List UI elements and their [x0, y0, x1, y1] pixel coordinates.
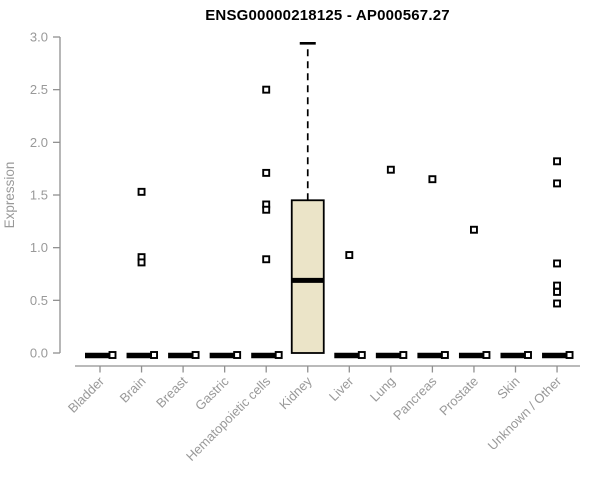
- x-tick-label: Brain: [117, 374, 149, 406]
- y-tick-label: 3.0: [30, 30, 48, 45]
- y-tick-label: 2.5: [30, 82, 48, 97]
- y-tick-label: 2.0: [30, 135, 48, 150]
- zero-outlier-point: [191, 351, 200, 359]
- x-tick-label: Breast: [153, 373, 190, 410]
- outlier-point: [553, 287, 561, 296]
- y-axis-title: Expression: [2, 162, 17, 229]
- outlier-point: [137, 258, 146, 267]
- zero-outlier-point: [565, 351, 574, 359]
- outlier-point: [553, 157, 561, 166]
- zero-outlier-point: [399, 351, 408, 359]
- x-tick-label: Skin: [494, 374, 522, 402]
- outlier-point: [137, 187, 146, 196]
- x-tick-label: Prostate: [436, 374, 481, 419]
- outlier-point: [262, 205, 271, 214]
- zero-outlier-point: [482, 351, 491, 359]
- y-tick-label: 0.5: [30, 293, 48, 308]
- outlier-point: [262, 168, 271, 177]
- zero-outlier-point: [108, 351, 117, 359]
- x-tick-label: Liver: [326, 373, 357, 404]
- zero-outlier-point: [357, 351, 366, 359]
- outlier-point: [553, 179, 561, 188]
- zero-outlier-point: [524, 351, 532, 359]
- zero-outlier-point: [274, 351, 283, 359]
- outlier-point: [553, 259, 561, 268]
- zero-outlier-point: [233, 351, 242, 359]
- outlier-point: [553, 281, 561, 290]
- zero-outlier-point: [440, 351, 449, 359]
- y-tick-label: 1.0: [30, 240, 48, 255]
- outlier-point: [345, 251, 354, 259]
- box-rect: [290, 199, 325, 354]
- outlier-point: [386, 165, 395, 174]
- x-tick-label: Kidney: [276, 373, 315, 412]
- outlier-point: [470, 225, 478, 234]
- y-tick-label: 0.0: [30, 346, 48, 361]
- x-tick-label: Pancreas: [390, 373, 440, 423]
- outlier-point: [428, 175, 437, 184]
- zero-outlier-point: [150, 351, 159, 359]
- x-tick-label: Unknown / Other: [485, 373, 565, 453]
- outlier-point: [262, 255, 271, 264]
- x-tick-label: Bladder: [65, 373, 108, 416]
- x-tick-label: Gastric: [192, 373, 232, 413]
- outlier-point: [553, 299, 561, 308]
- outlier-point: [262, 85, 271, 94]
- y-tick-label: 1.5: [30, 188, 48, 203]
- chart-title: ENSG00000218125 - AP000567.27: [205, 7, 450, 24]
- x-tick-label: Lung: [367, 374, 398, 405]
